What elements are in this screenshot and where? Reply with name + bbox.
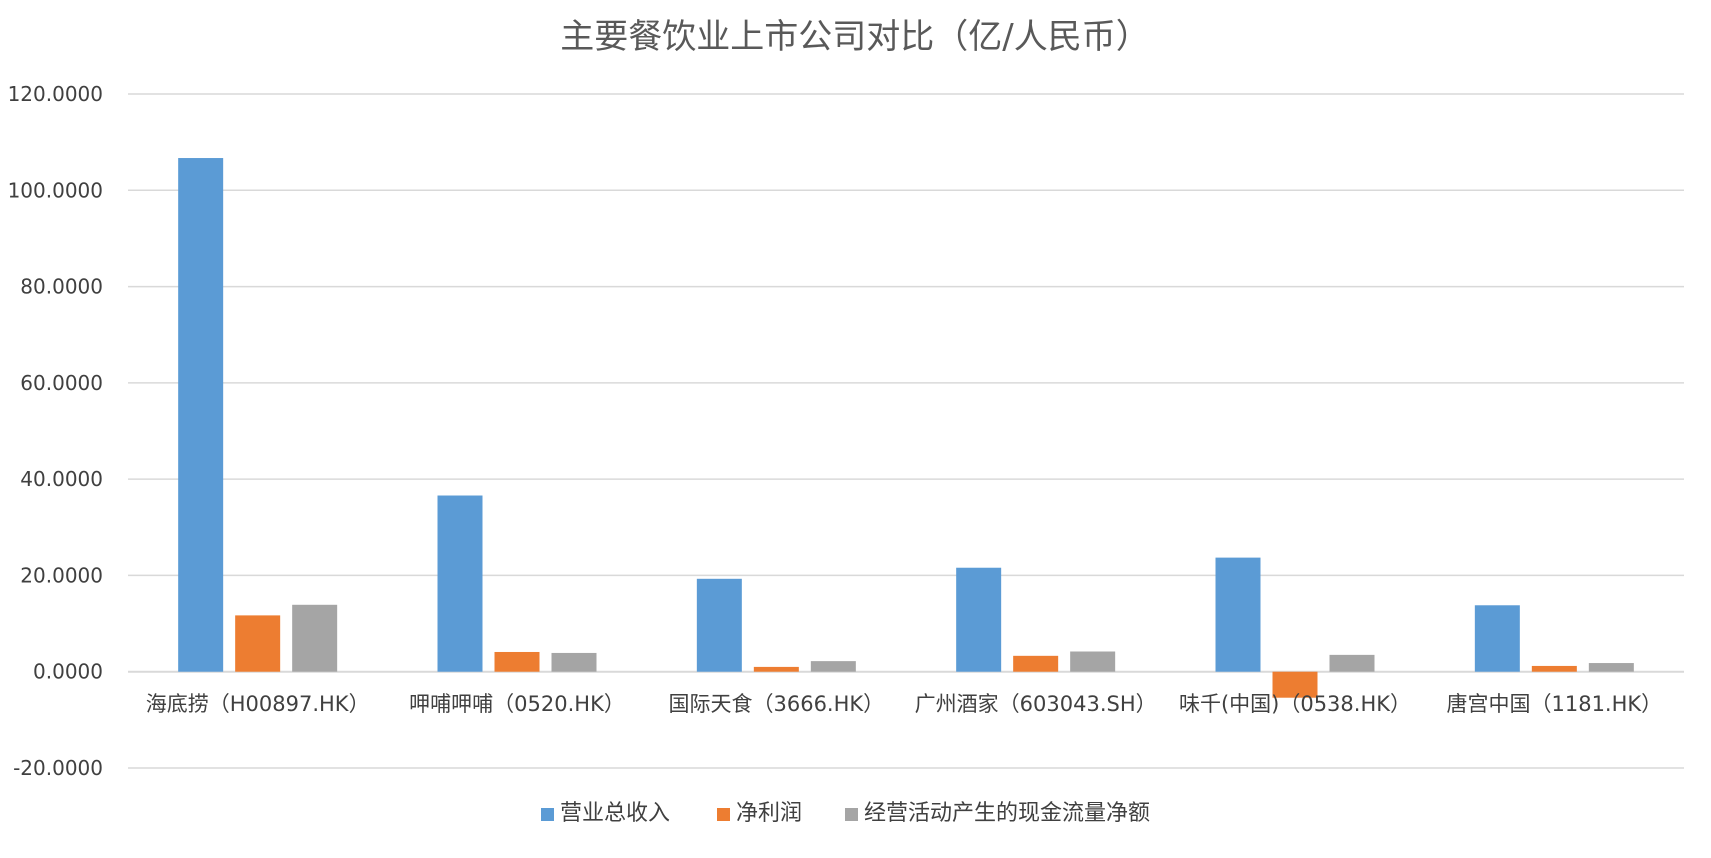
chart-title: 主要餐饮业上市公司对比（亿/人民币） xyxy=(560,17,1149,57)
bar-4-series-0 xyxy=(1215,557,1261,672)
bar-1-series-0 xyxy=(437,495,483,672)
bar-3-series-0 xyxy=(956,567,1002,672)
x-category-label: 味千(中国)（0538.HK） xyxy=(1179,692,1411,716)
y-tick-label: 100.0000 xyxy=(8,178,103,202)
bar-5-series-0 xyxy=(1474,605,1520,672)
legend-label: 营业总收入 xyxy=(560,801,670,826)
y-tick-label: 0.0000 xyxy=(33,660,103,684)
bar-2-series-0 xyxy=(696,578,742,672)
bar-5-series-2 xyxy=(1588,663,1634,672)
x-category-label: 海底捞（H00897.HK） xyxy=(146,692,370,716)
y-tick-label: 80.0000 xyxy=(20,275,103,299)
bar-5-series-1 xyxy=(1531,665,1577,672)
bar-2-series-1 xyxy=(753,666,799,672)
legend-label: 经营活动产生的现金流量净额 xyxy=(864,801,1150,826)
bars xyxy=(178,158,1634,698)
y-tick-label: -20.0000 xyxy=(13,756,103,780)
legend-swatch xyxy=(717,808,730,821)
bar-4-series-2 xyxy=(1329,654,1375,672)
bar-2-series-2 xyxy=(810,661,856,672)
bar-1-series-1 xyxy=(494,651,540,672)
legend-label: 净利润 xyxy=(736,801,802,826)
y-tick-label: 120.0000 xyxy=(8,82,103,106)
x-axis-category-labels: 海底捞（H00897.HK） 呷哺呷哺（0520.HK） 国际天食（3666.HK）… xyxy=(146,692,1662,716)
legend-swatch xyxy=(845,808,858,821)
grid-lines xyxy=(128,93,1684,769)
bar-3-series-2 xyxy=(1070,651,1116,672)
y-tick-label: 20.0000 xyxy=(20,563,103,587)
legend-swatch xyxy=(541,808,554,821)
bar-4-series-1 xyxy=(1272,671,1318,698)
bar-0-series-0 xyxy=(178,158,224,672)
y-tick-label: 60.0000 xyxy=(20,371,103,395)
x-category-label: 国际天食（3666.HK） xyxy=(668,692,884,716)
x-category-label: 广州酒家（603043.SH） xyxy=(915,692,1157,716)
x-category-label: 唐宫中国（1181.HK） xyxy=(1446,692,1662,716)
bar-0-series-1 xyxy=(235,615,281,672)
bar-3-series-1 xyxy=(1013,655,1059,672)
y-axis-tick-labels: 120.0000 100.0000 80.0000 60.0000 40.0000 20.… xyxy=(8,82,103,780)
bar-0-series-2 xyxy=(292,604,338,672)
bar-1-series-2 xyxy=(551,652,597,672)
x-category-label: 呷哺呷哺（0520.HK） xyxy=(409,692,625,716)
y-tick-label: 40.0000 xyxy=(20,467,103,491)
legend: 营业总收入 净利润 经营活动产生的现金流量净额 xyxy=(541,801,1150,826)
